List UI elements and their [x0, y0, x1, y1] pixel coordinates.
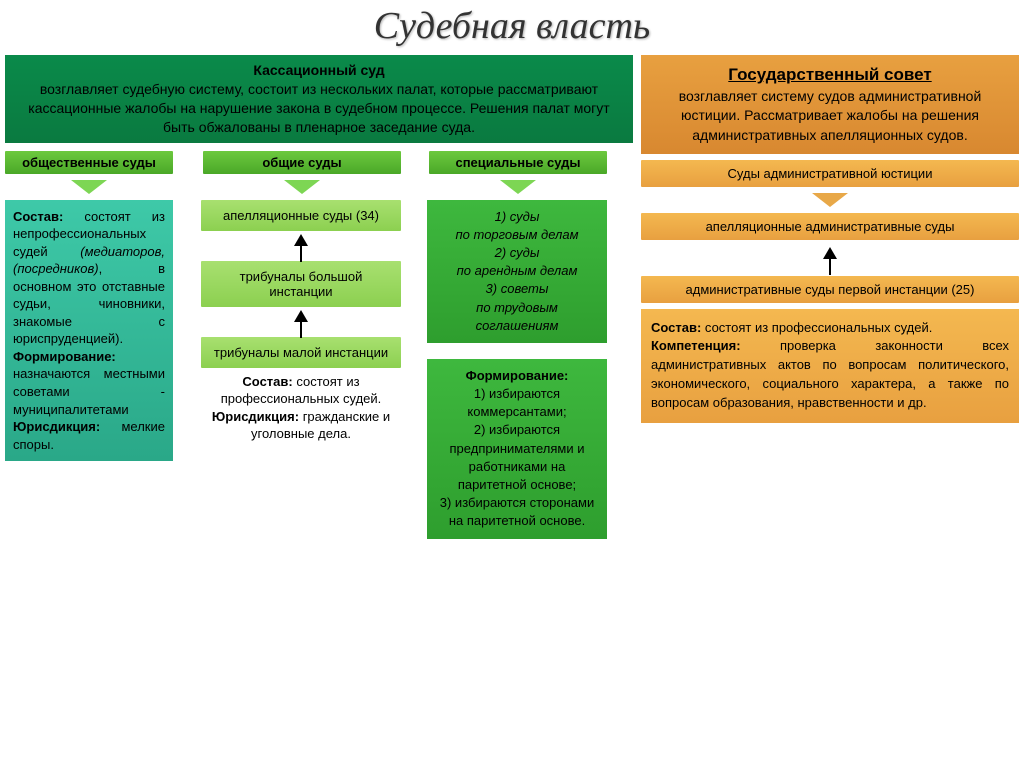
l3: 3) советы — [486, 281, 549, 296]
l2b: по арендным делам — [457, 263, 578, 278]
label-public: общественные суды — [4, 150, 174, 175]
page-title: Судебная власть — [4, 4, 1020, 48]
l2: 2) суды — [495, 245, 540, 260]
form-label: Формирование: — [466, 368, 569, 383]
public-box: Состав: состоят из непрофессиональных су… — [4, 199, 174, 463]
comp-label: Компетенция: — [651, 338, 741, 353]
special-courts-box: 1) суды по торговым делам 2) суды по аре… — [426, 199, 608, 344]
category-labels: общественные суды общие суды специальные… — [4, 150, 634, 175]
left-section: Кассационный суд возглавляет судебную си… — [4, 54, 634, 540]
l3b: по трудовым соглашениям — [476, 300, 559, 333]
admin-appellate-box: апелляционные административные суды — [640, 212, 1020, 241]
l1b: по торговым делам — [456, 227, 579, 242]
column-general: апелляционные суды (34) трибуналы большо… — [200, 199, 402, 540]
cassation-header: Кассационный суд — [253, 62, 384, 78]
arrow-up-icon — [294, 310, 308, 322]
tribunals-large-box: трибуналы большой инстанции — [200, 260, 402, 308]
f1: 1) избираются коммерсантами; — [467, 386, 566, 419]
arrow-down-icon — [500, 180, 536, 194]
arrow-down-icon — [71, 180, 107, 194]
cassation-body: возглавляет судебную систему, состоит из… — [28, 81, 609, 135]
appellate-box: апелляционные суды (34) — [200, 199, 402, 232]
comp-label: Состав: — [13, 209, 63, 224]
f2: 2) избираются предпринимателями и работн… — [450, 422, 585, 492]
column-public: Состав: состоят из непрофессиональных су… — [4, 199, 174, 540]
arrow-down-icon — [284, 180, 320, 194]
comp-label: Состав: — [242, 374, 292, 389]
jur-label: Юрисдикция: — [212, 409, 299, 424]
tribunals-small-box: трибуналы малой инстанции — [200, 336, 402, 369]
label-general: общие суды — [202, 150, 402, 175]
admin-detail-box: Состав: состоят из профессиональных суде… — [640, 308, 1020, 424]
right-section: Государственный совет возглавляет систем… — [640, 54, 1020, 540]
arrow-up-icon — [294, 234, 308, 246]
state-council-box: Государственный совет возглавляет систем… — [640, 54, 1020, 155]
form-text: назначаются местными советами - муниципа… — [13, 366, 165, 416]
form-label: Формирование: — [13, 349, 116, 364]
admin-first-box: административные суды первой инстанции (… — [640, 275, 1020, 304]
arrow-up-icon — [823, 247, 837, 259]
arrows-row — [4, 179, 634, 195]
general-detail: Состав: состоят из профессиональных суде… — [200, 369, 402, 447]
special-formation-box: Формирование: 1) избираются коммерсантам… — [426, 358, 608, 540]
l1: 1) суды — [495, 209, 540, 224]
column-special: 1) суды по торговым делам 2) суды по аре… — [426, 199, 608, 540]
cassation-box: Кассационный суд возглавляет судебную си… — [4, 54, 634, 144]
admin-label-box: Суды административной юстиции — [640, 159, 1020, 188]
comp-label: Состав: — [651, 320, 701, 335]
arrow-down-icon — [812, 193, 848, 207]
state-council-header: Государственный совет — [728, 65, 931, 84]
jur-label: Юрисдикция: — [13, 419, 100, 434]
main-container: Кассационный суд возглавляет судебную си… — [4, 54, 1020, 540]
columns: Состав: состоят из непрофессиональных су… — [4, 199, 634, 540]
state-council-body: возглавляет систему судов административн… — [679, 88, 982, 143]
comp-text: состоят из профессиональных судей. — [701, 320, 932, 335]
f3: 3) избираются сторонами на паритетной ос… — [440, 495, 594, 528]
label-special: специальные суды — [428, 150, 608, 175]
